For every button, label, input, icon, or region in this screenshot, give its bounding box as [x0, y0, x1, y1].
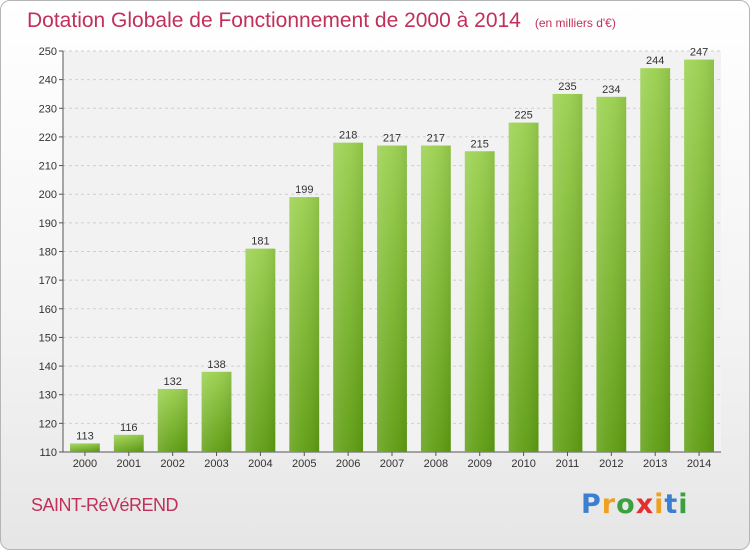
- logo-letter: x: [635, 489, 655, 520]
- y-tick-label: 250: [39, 46, 57, 58]
- bar-shine: [333, 142, 364, 452]
- y-tick-label: 190: [39, 218, 57, 230]
- data-label: 217: [383, 133, 401, 145]
- x-tick-label: 2008: [424, 458, 448, 470]
- logo-letter: P: [581, 489, 602, 520]
- bar-shine: [684, 59, 714, 452]
- data-label: 138: [207, 359, 225, 371]
- logo-letter: i: [678, 489, 689, 520]
- y-tick-label: 210: [39, 161, 57, 173]
- y-tick-label: 120: [39, 418, 57, 430]
- y-tick-label: 160: [39, 304, 57, 316]
- x-tick-label: 2000: [73, 458, 97, 470]
- data-label: 235: [558, 81, 576, 93]
- bar-shine: [640, 68, 671, 452]
- x-tick-label: 2011: [556, 458, 580, 470]
- x-tick-label: 2003: [204, 458, 228, 470]
- title-text: Dotation Globale de Fonctionnement de 20…: [27, 9, 521, 32]
- y-tick-label: 110: [39, 447, 57, 459]
- proxiti-logo: Proxiti: [581, 489, 689, 520]
- y-tick-label: 180: [39, 247, 57, 259]
- x-tick-label: 2006: [336, 458, 360, 470]
- x-tick-label: 2014: [687, 458, 711, 470]
- logo-letter: t: [664, 489, 679, 520]
- data-label: 116: [120, 422, 138, 434]
- y-tick-label: 200: [39, 189, 57, 201]
- data-label: 225: [514, 110, 532, 122]
- data-label: 132: [163, 376, 181, 388]
- y-tick-label: 150: [39, 332, 57, 344]
- x-tick-label: 2005: [292, 458, 316, 470]
- y-tick-label: 140: [39, 361, 57, 373]
- bar-shine: [508, 122, 539, 452]
- bar-shine: [157, 388, 188, 452]
- logo-letter: i: [654, 489, 665, 520]
- logo-letter: o: [616, 489, 636, 520]
- x-tick-label: 2002: [160, 458, 184, 470]
- bar-shine: [289, 197, 320, 452]
- data-label: 218: [339, 130, 357, 142]
- bar-shine: [201, 371, 232, 452]
- y-tick-label: 230: [39, 103, 57, 115]
- bar-shine: [70, 443, 100, 452]
- x-tick-label: 2009: [467, 458, 491, 470]
- data-label: 234: [602, 84, 620, 96]
- x-tick-label: 2004: [248, 458, 272, 470]
- bar-shine: [420, 145, 451, 452]
- x-tick-label: 2001: [117, 458, 141, 470]
- data-label: 244: [646, 55, 664, 67]
- y-tick-label: 130: [39, 390, 57, 402]
- bar-shine: [552, 93, 583, 452]
- data-label: 113: [76, 430, 94, 442]
- bar-shine: [245, 248, 276, 452]
- bar-shine: [464, 151, 495, 452]
- logo-letter: r: [601, 489, 617, 520]
- data-label: 215: [471, 138, 489, 150]
- data-label: 181: [251, 236, 269, 248]
- commune-name: SAINT-RéVéREND: [31, 495, 179, 515]
- x-tick-label: 2013: [643, 458, 667, 470]
- bar-shine: [377, 145, 407, 452]
- data-label: 199: [295, 184, 313, 196]
- bar-shine: [596, 96, 627, 452]
- y-tick-label: 170: [39, 275, 57, 287]
- chart-title: Dotation Globale de Fonctionnement de 20…: [27, 9, 616, 33]
- data-label: 247: [690, 47, 708, 59]
- data-label: 217: [427, 133, 445, 145]
- x-tick-label: 2012: [599, 458, 623, 470]
- x-tick-label: 2010: [511, 458, 535, 470]
- x-tick-label: 2007: [380, 458, 404, 470]
- chart-subtitle: (en milliers d'€): [534, 16, 616, 30]
- bar-shine: [113, 434, 144, 452]
- y-tick-label: 220: [39, 132, 57, 144]
- y-tick-label: 240: [39, 75, 57, 87]
